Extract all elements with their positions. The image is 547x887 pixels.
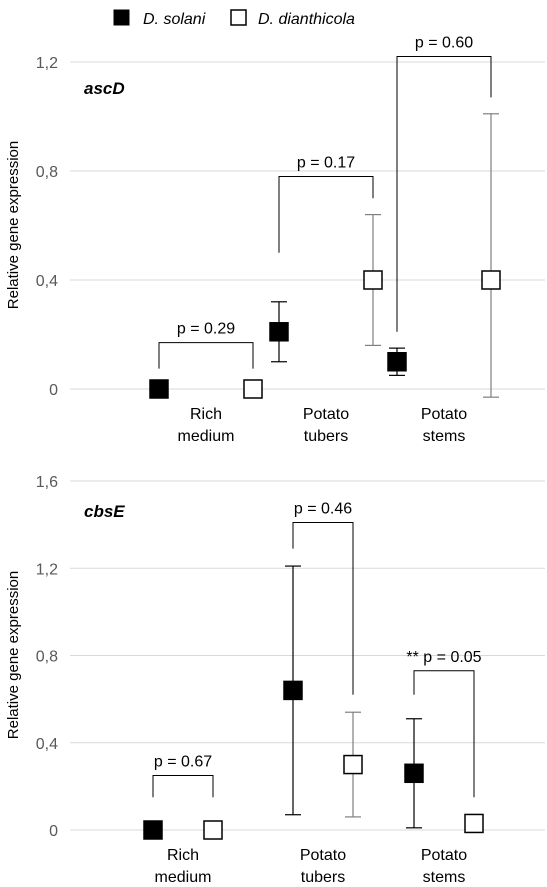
y-tick-label: 1,6 bbox=[36, 474, 58, 491]
data-point-solani bbox=[149, 379, 169, 399]
significance-bracket bbox=[396, 56, 492, 332]
data-point-dianthicola bbox=[363, 270, 383, 290]
y-tick-label: 0,4 bbox=[36, 273, 58, 290]
panel-title: cbsE bbox=[84, 502, 125, 521]
data-point-solani bbox=[387, 352, 407, 372]
data-point-solani bbox=[269, 322, 289, 342]
x-tick-label-line: Potato bbox=[303, 406, 349, 423]
data-point-dianthicola bbox=[243, 379, 263, 399]
significance-bracket bbox=[413, 670, 475, 798]
x-tick-label-line: Potato bbox=[300, 847, 346, 864]
x-tick-label: Rich medium bbox=[178, 406, 235, 445]
legend-label-solani: D. solani bbox=[143, 11, 206, 28]
panel-title: ascD bbox=[84, 79, 125, 98]
data-point-solani bbox=[404, 763, 424, 784]
y-tick-label: 0,8 bbox=[36, 164, 58, 181]
p-value-label: ** p = 0.05 bbox=[406, 649, 481, 666]
p-value-label: p = 0.46 bbox=[294, 500, 352, 517]
p-value-label: p = 0.17 bbox=[297, 154, 355, 171]
significance-bracket bbox=[292, 521, 354, 695]
x-tick-label: Potato stems bbox=[421, 847, 467, 886]
x-tick-label-line: medium bbox=[155, 869, 212, 886]
p-value-label: p = 0.29 bbox=[177, 321, 235, 338]
data-point-dianthicola bbox=[203, 820, 223, 840]
x-tick-label-line: tubers bbox=[304, 428, 348, 445]
x-tick-label-line: medium bbox=[178, 428, 235, 445]
x-tick-label: Rich medium bbox=[155, 847, 212, 886]
p-value-label: p = 0.67 bbox=[154, 753, 212, 770]
y-axis-label: Relative gene expression bbox=[5, 141, 22, 309]
significance-bracket bbox=[278, 175, 374, 253]
x-tick-label-line: Potato bbox=[421, 406, 467, 423]
x-tick-label-line: Potato bbox=[421, 847, 467, 864]
y-tick-label: 0 bbox=[49, 382, 58, 399]
legend-label-dianthicola: D. dianthicola bbox=[258, 11, 355, 28]
data-point-dianthicola bbox=[464, 813, 484, 834]
x-tick-label: Potato stems bbox=[421, 406, 467, 445]
significance-bracket bbox=[152, 774, 214, 798]
data-point-dianthicola bbox=[343, 754, 363, 775]
chart-panel-ascd: 0 0,4 0,8 1,2 Relative gene expression ascD Ri… bbox=[5, 35, 545, 445]
legend: D. solani D. dianthicola bbox=[113, 9, 355, 28]
chart-panel-cbse: 0 0,4 0,8 1,2 1,6 Relative gene expression cbs… bbox=[5, 474, 545, 886]
legend-swatch-solani bbox=[113, 9, 130, 26]
x-tick-label: Potato tubers bbox=[300, 847, 346, 886]
y-tick-label: 0,4 bbox=[36, 736, 58, 753]
x-tick-label-line: Rich bbox=[190, 406, 222, 423]
y-tick-label: 1,2 bbox=[36, 55, 58, 72]
data-point-solani bbox=[143, 820, 163, 840]
y-tick-label: 0 bbox=[49, 823, 58, 840]
legend-swatch-dianthicola bbox=[230, 9, 247, 26]
x-tick-label-line: tubers bbox=[301, 869, 345, 886]
x-tick-label: Potato tubers bbox=[303, 406, 349, 445]
data-point-solani bbox=[283, 680, 303, 701]
x-tick-label-line: stems bbox=[423, 428, 466, 445]
x-tick-label-line: Rich bbox=[167, 847, 199, 864]
y-tick-label: 0,8 bbox=[36, 649, 58, 666]
x-tick-label-line: stems bbox=[423, 869, 466, 886]
p-value-label: p = 0.60 bbox=[415, 35, 473, 52]
data-point-dianthicola bbox=[481, 270, 501, 290]
y-tick-label: 1,2 bbox=[36, 561, 58, 578]
y-axis-label: Relative gene expression bbox=[5, 571, 22, 739]
significance-bracket bbox=[158, 342, 254, 369]
